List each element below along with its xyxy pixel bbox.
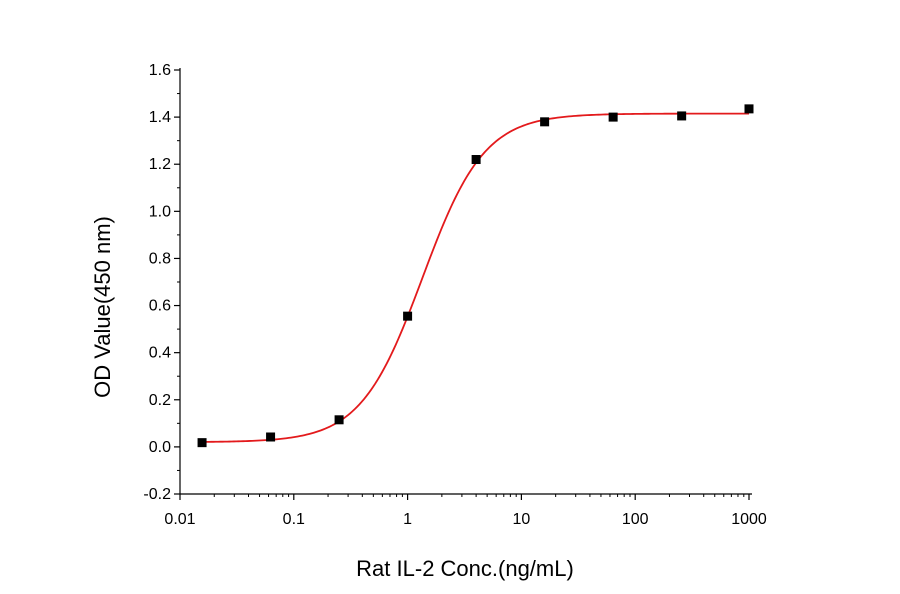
y-tick-label: 0.6: [149, 298, 171, 315]
data-point: [266, 432, 276, 442]
x-tick-label: 0.1: [283, 511, 305, 528]
data-point: [471, 155, 481, 165]
x-axis-title: Rat IL-2 Conc.(ng/mL): [356, 556, 574, 581]
data-point: [540, 117, 550, 127]
y-tick-label: -0.2: [143, 486, 171, 503]
data-point: [403, 311, 413, 321]
x-tick-label: 1000: [731, 511, 767, 528]
y-tick-label: 1.6: [149, 62, 171, 79]
y-tick-label: 1.2: [149, 156, 171, 173]
y-tick-label: 1.0: [149, 203, 171, 220]
data-point: [744, 104, 754, 114]
y-axis-ticks: -0.2 0.0 0.2 0.4 0.6 0.8 1.0 1.2 1.4 1.6: [143, 62, 180, 503]
y-tick-label: 0.2: [149, 392, 171, 409]
data-point: [677, 111, 687, 121]
data-point: [197, 438, 207, 448]
y-tick-label: 0.4: [149, 345, 171, 362]
data-points-layer: [197, 104, 754, 448]
y-tick-label: 0.8: [149, 250, 171, 267]
x-axis-ticks: 0.01 0.1 1 10 100 1000: [164, 494, 767, 528]
data-point: [334, 415, 344, 425]
x-tick-label: 10: [513, 511, 531, 528]
y-tick-label: 0.0: [149, 439, 171, 456]
y-tick-label: 1.4: [149, 109, 171, 126]
x-tick-label: 0.01: [164, 511, 195, 528]
data-point: [608, 112, 618, 122]
x-tick-label: 100: [622, 511, 649, 528]
y-axis-title: OD Value(450 nm): [90, 216, 115, 398]
axes: -0.2 0.0 0.2 0.4 0.6 0.8 1.0 1.2 1.4 1.6 0.01 0.1 1…: [143, 62, 766, 528]
x-tick-label: 1: [403, 511, 412, 528]
